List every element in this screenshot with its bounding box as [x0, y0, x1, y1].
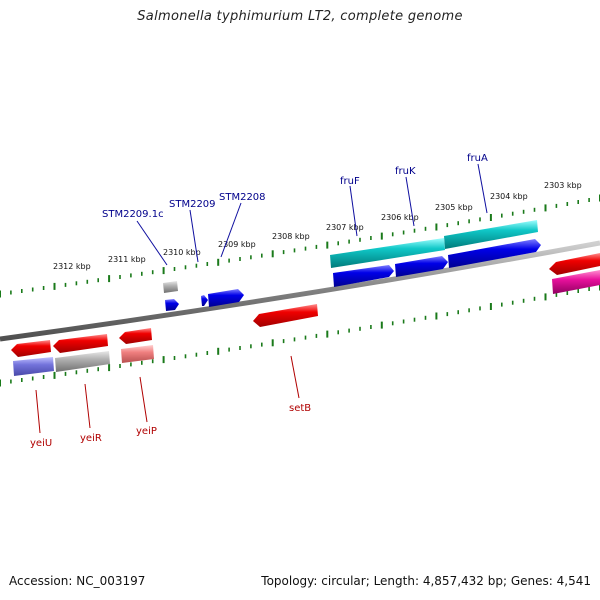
gene-right-magenta[interactable]	[552, 270, 600, 294]
gene-yeiu-lower[interactable]	[13, 357, 54, 376]
kbp-label-2303: 2303 kbp	[544, 181, 582, 190]
gene-stm2208-b[interactable]	[208, 289, 244, 307]
kbp-label-2308: 2308 kbp	[272, 232, 310, 241]
kbp-label-2309: 2309 kbp	[218, 240, 256, 249]
accession-value: NC_003197	[76, 574, 146, 588]
gene-yeir-lower[interactable]	[55, 351, 110, 372]
label-frua: fruA	[467, 153, 488, 164]
gene-fruf[interactable]	[330, 238, 445, 268]
label-yeir: yeiR	[80, 433, 102, 444]
accession-label: Accession:	[9, 574, 73, 588]
label-stm2208: STM2208	[219, 192, 266, 203]
gene-fruf-lower[interactable]	[333, 265, 394, 287]
gene-frua[interactable]	[448, 239, 541, 268]
reverse-strand-genes	[11, 304, 318, 376]
gene-stm2208-a[interactable]	[201, 295, 208, 306]
kbp-labels: 2312 kbp 2311 kbp 2310 kbp 2309 kbp 2308…	[53, 181, 582, 271]
gene-setb[interactable]	[253, 304, 318, 327]
genome-stats: Topology: circular; Length: 4,857,432 bp…	[261, 574, 591, 588]
map-title: Salmonella typhimurium LT2, complete gen…	[137, 9, 463, 24]
topology-label: Topology:	[261, 574, 318, 588]
kbp-label-2304: 2304 kbp	[490, 192, 528, 201]
accession-info: Accession: NC_003197	[9, 574, 145, 588]
kbp-label-2307: 2307 kbp	[326, 223, 364, 232]
kbp-label-2311: 2311 kbp	[108, 255, 146, 264]
reverse-gene-labels: yeiU yeiR yeiP setB	[30, 355, 311, 449]
label-setb: setB	[289, 403, 311, 414]
label-fruf: fruF	[340, 176, 360, 187]
genes-value: 4,541	[556, 574, 591, 588]
gene-stm2209-1c[interactable]	[163, 281, 178, 293]
genome-backbone	[0, 240, 600, 342]
length-value: 4,857,432 bp	[422, 574, 503, 588]
gene-yeir[interactable]	[53, 334, 108, 353]
kbp-label-2312: 2312 kbp	[53, 262, 91, 271]
label-yeip: yeiP	[136, 426, 157, 437]
label-yeiu: yeiU	[30, 438, 52, 449]
kbp-label-2305: 2305 kbp	[435, 203, 473, 212]
label-fruk: fruK	[395, 166, 416, 177]
genes-label: Genes:	[510, 574, 553, 588]
kbp-label-2306: 2306 kbp	[381, 213, 419, 222]
topology-value: circular	[321, 574, 366, 588]
kbp-label-2310: 2310 kbp	[163, 248, 201, 257]
label-stm2209: STM2209	[169, 199, 216, 210]
gene-right-red[interactable]	[549, 253, 600, 275]
gene-yeip-lower[interactable]	[121, 345, 154, 363]
forward-gene-labels: STM2209.1c STM2209 STM2208 fruF fruK fru…	[102, 153, 488, 266]
label-stm2209-1c: STM2209.1c	[102, 209, 164, 220]
gene-fruk[interactable]	[395, 256, 448, 277]
length-label: Length:	[373, 574, 420, 588]
tick-row-inner	[0, 283, 600, 387]
gene-stm2209[interactable]	[165, 299, 179, 311]
gene-yeip[interactable]	[119, 328, 152, 344]
tick-row-outer	[0, 194, 600, 298]
forward-strand-genes	[163, 220, 600, 311]
gene-frua-cyan[interactable]	[444, 220, 538, 249]
gene-yeiu[interactable]	[11, 340, 51, 357]
